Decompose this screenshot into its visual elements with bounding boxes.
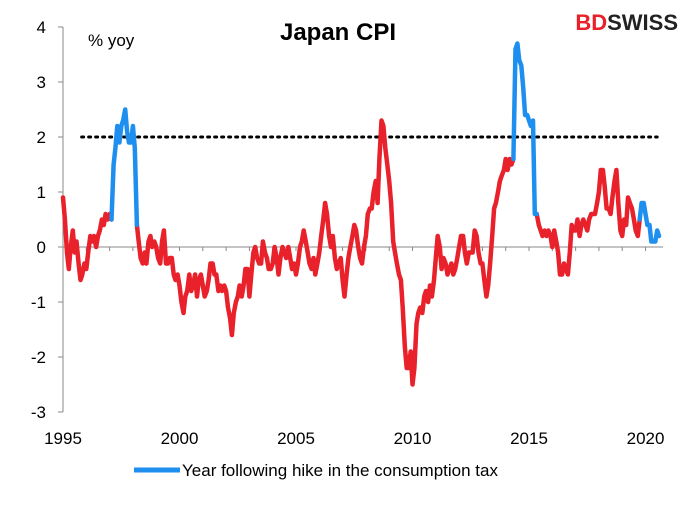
- tax-hike-series-line-2: [637, 200, 662, 244]
- cpi-series-line-1: [134, 118, 516, 387]
- brand-text: BDSWISS: [575, 10, 678, 35]
- brand-swiss: SWISS: [607, 10, 678, 35]
- y-tick-label: 1: [37, 183, 46, 202]
- tick-labels: -3 -2 -1 0 1 2 3 4 1995 2000 2005 2010 2015 2020: [31, 18, 665, 448]
- x-tick-label: 1995: [44, 429, 82, 448]
- cpi-series-line-0: [60, 195, 114, 283]
- tax-hike-series-line-1: [511, 41, 539, 217]
- unit-label: % yoy: [88, 31, 135, 50]
- y-tick-label: -2: [31, 348, 46, 367]
- x-tick-label: 2005: [277, 429, 315, 448]
- y-tick-label: 0: [37, 238, 46, 257]
- brand-bd: BD: [575, 10, 607, 35]
- y-tick-label: 4: [37, 18, 46, 37]
- axes: [58, 26, 663, 413]
- chart-title: Japan CPI: [280, 19, 396, 46]
- cpi-series-line-2: [534, 167, 642, 277]
- y-tick-label: -1: [31, 293, 46, 312]
- x-tick-label: 2010: [394, 429, 432, 448]
- y-tick-label: 3: [37, 73, 46, 92]
- x-tick-label: 2020: [627, 429, 665, 448]
- x-tick-label: 2000: [161, 429, 199, 448]
- series-layer: [60, 41, 662, 387]
- y-tick-label: -3: [31, 403, 46, 422]
- x-tick-label: 2015: [510, 429, 548, 448]
- legend-label: Year following hike in the consumption t…: [182, 461, 498, 480]
- y-tick-label: 2: [37, 128, 46, 147]
- brand-logo: BDSWISS: [575, 10, 678, 35]
- tax-hike-series-line-0: [109, 107, 140, 228]
- legend: Year following hike in the consumption t…: [134, 461, 498, 480]
